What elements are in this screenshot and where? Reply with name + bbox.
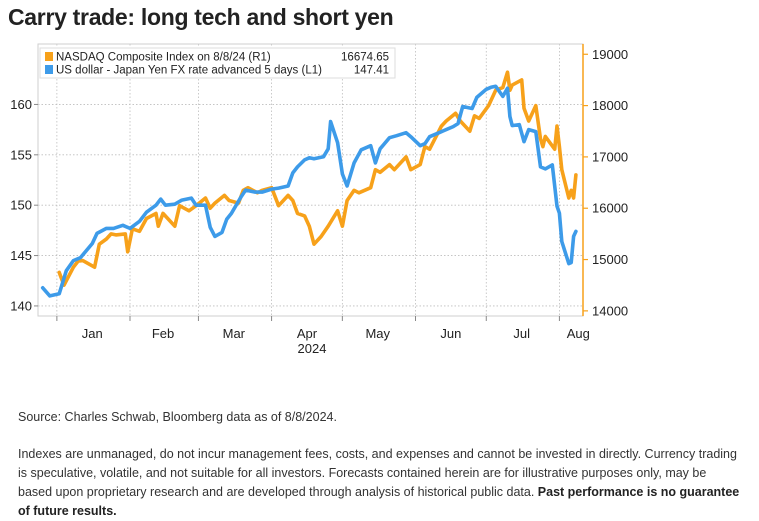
legend-value-nasdaq: 16674.65 bbox=[341, 52, 389, 64]
legend: NASDAQ Composite Index on 8/8/24 (R1) 16… bbox=[39, 47, 396, 79]
left-tick-label: 150 bbox=[10, 198, 32, 213]
right-tick-label: 19000 bbox=[592, 47, 628, 62]
x-tick-label: Apr bbox=[297, 326, 318, 341]
left-tick-label: 160 bbox=[10, 97, 32, 112]
x-axis: Jan Feb Mar Apr May Jun Jul Aug bbox=[56, 316, 590, 341]
left-tick-label: 155 bbox=[10, 147, 32, 162]
right-tick-label: 18000 bbox=[592, 98, 628, 113]
x-tick-label: May bbox=[365, 326, 390, 341]
x-tick-label: Feb bbox=[152, 326, 174, 341]
legend-swatch-nasdaq bbox=[45, 52, 53, 61]
plot-frame bbox=[37, 43, 584, 317]
right-tick-label: 16000 bbox=[592, 201, 628, 216]
right-tick-label: 17000 bbox=[592, 149, 628, 164]
nasdaq-series-line bbox=[57, 70, 578, 287]
right-tick-label: 14000 bbox=[592, 303, 628, 318]
x-tick-label: Aug bbox=[567, 326, 590, 341]
x-tick-label: Jun bbox=[440, 326, 461, 341]
x-tick-label: Jan bbox=[82, 326, 103, 341]
right-tick-label: 15000 bbox=[592, 252, 628, 267]
legend-box bbox=[39, 47, 396, 79]
gridlines bbox=[38, 44, 583, 316]
legend-value-usdjpy: 147.41 bbox=[354, 65, 389, 77]
source-note: Source: Charles Schwab, Bloomberg data a… bbox=[18, 410, 337, 424]
usdjpy-series-line bbox=[40, 84, 578, 298]
series-layer bbox=[40, 70, 578, 298]
disclaimer: Indexes are unmanaged, do not incur mana… bbox=[18, 445, 743, 521]
right-axis: 14000 15000 16000 17000 18000 19000 bbox=[583, 47, 628, 318]
legend-swatch-usdjpy bbox=[45, 65, 53, 74]
chart: 140 145 150 155 160 14000 15000 16000 17000 1800… bbox=[10, 43, 628, 356]
disclaimer-text: Indexes are unmanaged, do not incur mana… bbox=[18, 447, 737, 499]
left-tick-label: 145 bbox=[10, 248, 32, 263]
left-tick-label: 140 bbox=[10, 298, 32, 313]
legend-label-nasdaq: NASDAQ Composite Index on 8/8/24 (R1) bbox=[56, 52, 271, 64]
x-tick-label: Jul bbox=[513, 326, 530, 341]
left-axis: 140 145 150 155 160 bbox=[10, 97, 38, 313]
page-title: Carry trade: long tech and short yen bbox=[8, 4, 394, 30]
x-tick-label: Mar bbox=[223, 326, 246, 341]
x-axis-label: 2024 bbox=[298, 341, 327, 356]
legend-label-usdjpy: US dollar - Japan Yen FX rate advanced 5… bbox=[56, 65, 322, 77]
